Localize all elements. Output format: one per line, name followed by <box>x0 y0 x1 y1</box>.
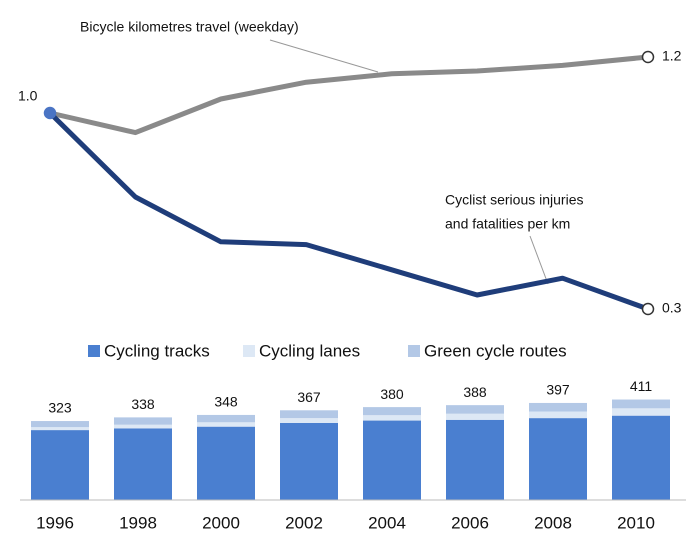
bar-segment <box>612 408 670 416</box>
bar-segment <box>31 430 89 500</box>
x-tick-label: 2004 <box>368 513 406 532</box>
legend-swatch <box>408 345 420 357</box>
legend-label: Cycling lanes <box>259 341 360 360</box>
total-label: 338 <box>131 396 155 412</box>
bar-segment <box>31 421 89 428</box>
value-label: 0.3 <box>662 300 682 316</box>
bar-segment <box>446 419 504 500</box>
x-tick-label: 2008 <box>534 513 572 532</box>
bar-segment <box>114 417 172 425</box>
legend-swatch <box>88 345 100 357</box>
bar-segment <box>363 420 421 500</box>
total-label: 323 <box>48 400 72 416</box>
legend-swatch <box>243 345 255 357</box>
series-line <box>49 54 649 136</box>
total-label: 397 <box>546 382 570 398</box>
total-label: 411 <box>630 378 653 394</box>
bar-segment <box>280 423 338 500</box>
total-label: 367 <box>297 389 321 405</box>
annotation: Bicycle kilometres travel (weekday) <box>80 19 299 35</box>
total-label: 380 <box>380 386 404 402</box>
bar-segment <box>529 418 587 500</box>
leader-line <box>269 39 379 73</box>
bar-segment <box>197 414 255 423</box>
end-marker <box>641 302 655 316</box>
series-line <box>48 111 649 312</box>
value-label: 1.0 <box>18 88 38 104</box>
bar-segment <box>446 413 504 420</box>
start-marker <box>43 106 57 120</box>
legend-label: Green cycle routes <box>424 341 567 360</box>
x-tick-label: 2010 <box>617 513 655 532</box>
total-label: 388 <box>463 384 487 400</box>
bar-segment <box>197 426 255 500</box>
x-tick-label: 2002 <box>285 513 323 532</box>
x-tick-label: 1996 <box>36 513 74 532</box>
x-tick-label: 2006 <box>451 513 489 532</box>
end-marker <box>641 50 655 64</box>
bar-segment <box>197 422 255 427</box>
bar-segment <box>114 428 172 500</box>
x-tick-label: 2000 <box>202 513 240 532</box>
bar-segment <box>280 418 338 423</box>
bar-segment <box>363 407 421 416</box>
total-label: 348 <box>214 394 238 410</box>
value-label: 1.2 <box>662 48 682 64</box>
annotation: Cyclist serious injuries <box>445 192 583 208</box>
bar-segment <box>529 402 587 412</box>
bar-segment <box>446 405 504 414</box>
bar-segment <box>612 415 670 500</box>
leader-line <box>529 235 549 285</box>
annotation: and fatalities per km <box>445 216 570 232</box>
bar-segment <box>280 410 338 419</box>
x-tick-label: 1998 <box>119 513 157 532</box>
bar-segment <box>114 424 172 429</box>
bar-segment <box>363 415 421 421</box>
bar-segment <box>612 399 670 409</box>
bar-segment <box>529 411 587 419</box>
legend-label: Cycling tracks <box>104 341 210 360</box>
bar-segment <box>31 427 89 431</box>
